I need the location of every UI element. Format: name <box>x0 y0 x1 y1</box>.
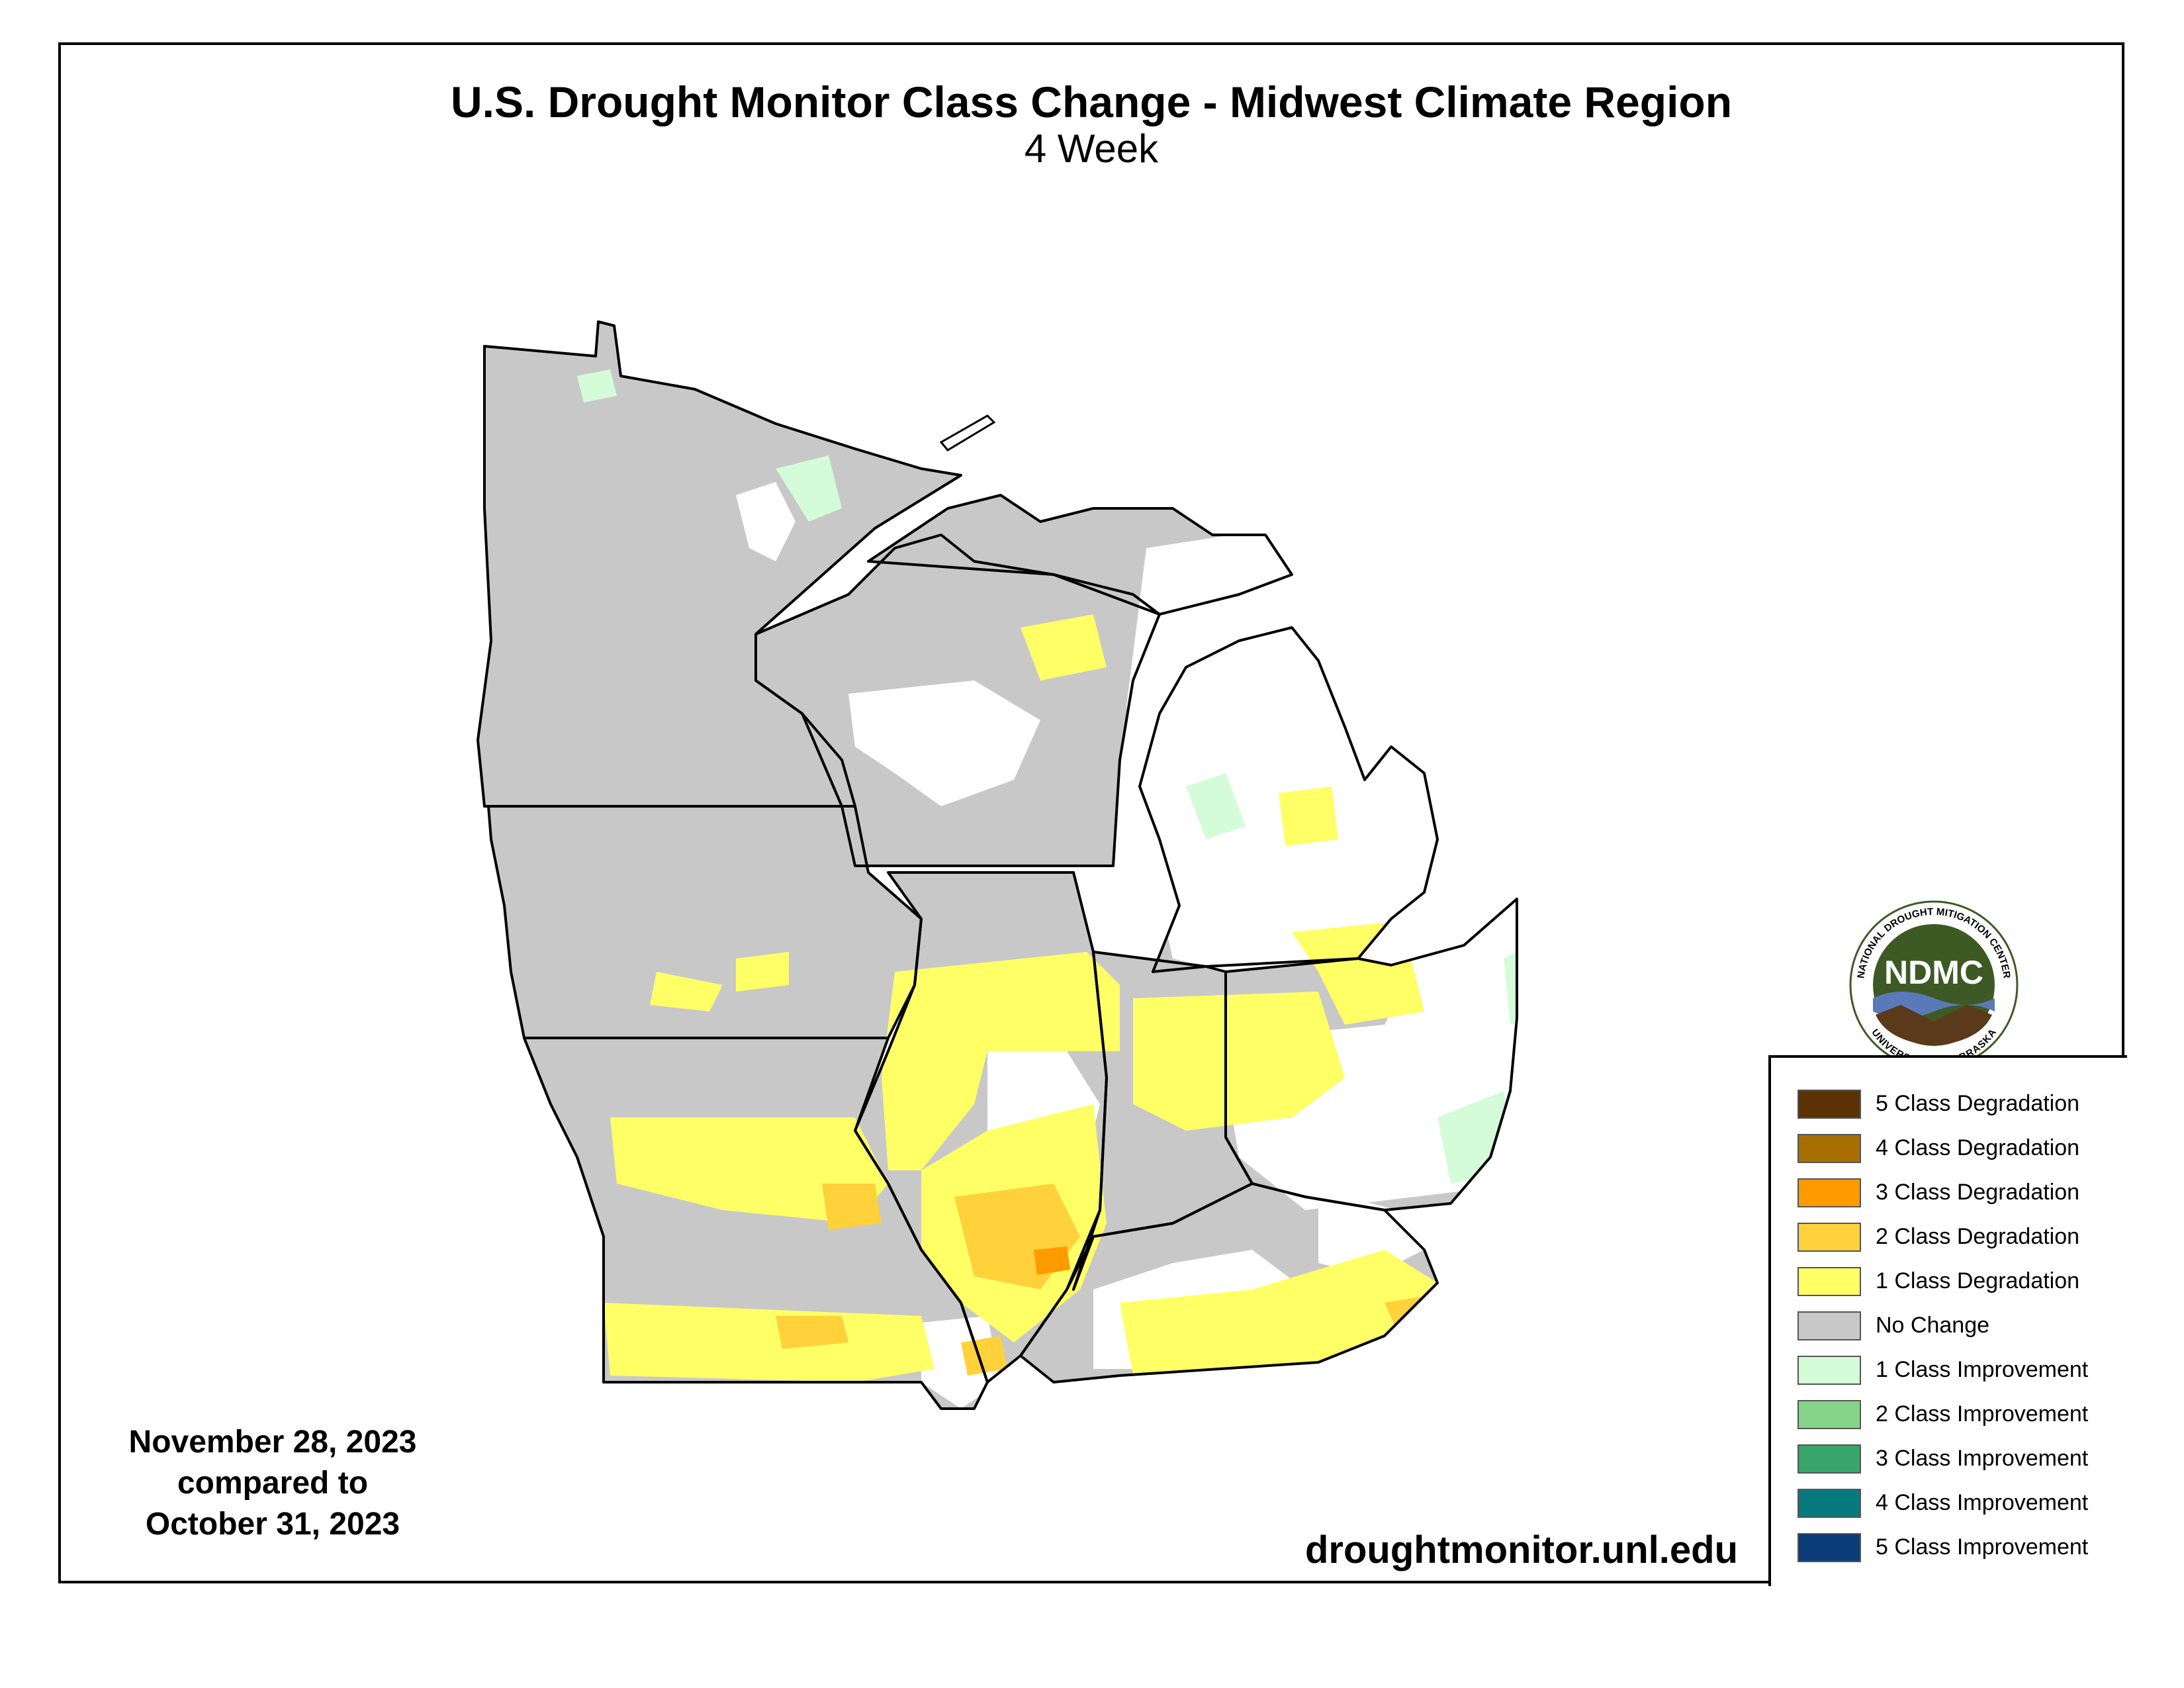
legend-swatch <box>1797 1444 1861 1474</box>
legend-swatch <box>1797 1355 1861 1385</box>
legend-item: 4 Class Improvement <box>1771 1481 2127 1525</box>
legend-swatch <box>1797 1222 1861 1252</box>
map-subtitle: 4 Week <box>1024 126 1159 171</box>
map-frame: U.S. Drought Monitor Class Change - Midw… <box>58 42 2127 1586</box>
legend-label: 2 Class Improvement <box>1876 1401 2089 1427</box>
legend-label: 3 Class Degradation <box>1876 1180 2080 1205</box>
ndmc-logo: NDMC NATIONAL DROUGHT MITIGATION CENTER … <box>1849 900 2019 1070</box>
legend-label: 4 Class Degradation <box>1876 1135 2080 1160</box>
map-title: U.S. Drought Monitor Class Change - Midw… <box>450 77 1733 126</box>
source-url: droughtmonitor.unl.edu <box>1305 1528 1739 1571</box>
legend-item: 3 Class Degradation <box>1771 1170 2127 1215</box>
legend-swatch <box>1797 1399 1861 1429</box>
legend-item: 1 Class Improvement <box>1771 1348 2127 1392</box>
legend-swatch <box>1797 1266 1861 1296</box>
legend-swatch <box>1797 1488 1861 1518</box>
ndmc-abbrev: NDMC <box>1884 954 1983 991</box>
legend-swatch <box>1797 1532 1861 1562</box>
midwest-drought-change-map <box>477 320 1518 1410</box>
legend-item: No Change <box>1771 1303 2127 1348</box>
date-compare-phrase: compared to <box>177 1466 369 1501</box>
legend-item: 4 Class Degradation <box>1771 1126 2127 1170</box>
legend-label: No Change <box>1876 1313 1990 1338</box>
legend: 5 Class Degradation 4 Class Degradation 3 … <box>1768 1055 2127 1586</box>
legend-label: 1 Class Degradation <box>1876 1268 2080 1293</box>
date-previous: October 31, 2023 <box>145 1507 400 1542</box>
legend-item: 1 Class Degradation <box>1771 1259 2127 1303</box>
date-block: November 28, 2023 compared to October 31… <box>114 1422 432 1545</box>
legend-item: 5 Class Improvement <box>1771 1525 2127 1570</box>
legend-label: 5 Class Degradation <box>1876 1091 2080 1116</box>
legend-item: 2 Class Improvement <box>1771 1392 2127 1436</box>
legend-item: 2 Class Degradation <box>1771 1215 2127 1259</box>
legend-label: 4 Class Improvement <box>1876 1490 2089 1515</box>
legend-item: 5 Class Degradation <box>1771 1082 2127 1126</box>
legend-swatch <box>1797 1089 1861 1119</box>
legend-swatch <box>1797 1178 1861 1207</box>
date-current: November 28, 2023 <box>128 1425 417 1460</box>
legend-label: 2 Class Degradation <box>1876 1224 2080 1249</box>
legend-label: 5 Class Improvement <box>1876 1534 2089 1560</box>
legend-label: 1 Class Improvement <box>1876 1357 2089 1382</box>
legend-label: 3 Class Improvement <box>1876 1446 2089 1471</box>
legend-swatch <box>1797 1133 1861 1163</box>
legend-item: 3 Class Improvement <box>1771 1436 2127 1481</box>
legend-swatch <box>1797 1311 1861 1340</box>
